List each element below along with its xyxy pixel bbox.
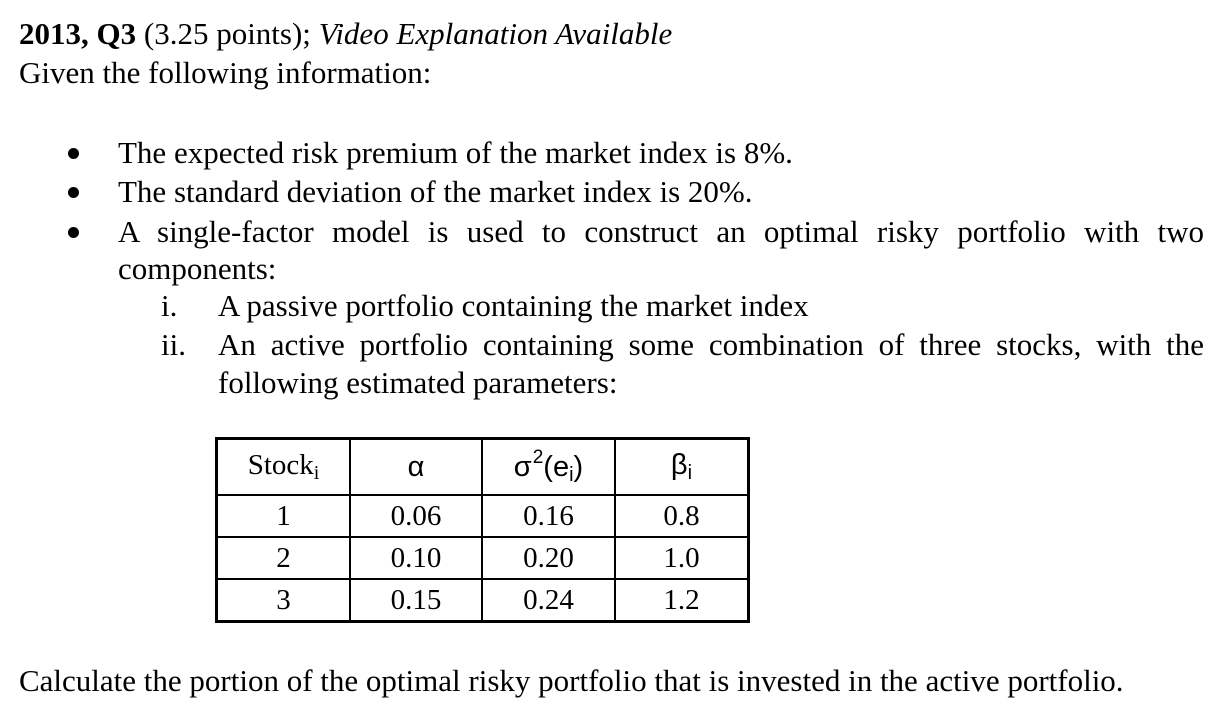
question-id: 2013, Q3 [19,16,137,51]
cell-beta: 1.0 [614,536,750,580]
cell-stock: 2 [215,536,351,580]
sub-item-text: An active portfolio containing some comb… [218,327,1204,362]
cell-alpha: 0.10 [349,536,483,580]
header-residual-variance: σ2(ei) [481,437,616,496]
sub-item-number: ii. [161,327,186,362]
header-stock: Stocki [215,437,351,496]
sub-item-text-continued: following estimated parameters: [218,365,618,400]
bullet-icon [68,187,79,198]
table-row: 1 0.06 0.16 0.8 [215,494,750,538]
cell-alpha: 0.06 [349,494,483,538]
bullet-item: The standard deviation of the market ind… [118,174,753,209]
parameters-table: Stocki α σ2(ei) βi 1 0.06 0.16 0.8 2 0.1… [215,437,750,623]
cell-variance: 0.24 [481,578,616,623]
cell-stock: 1 [215,494,351,538]
table-row: 3 0.15 0.24 1.2 [215,578,750,623]
sub-item-text: A passive portfolio containing the marke… [218,288,809,323]
cell-alpha: 0.15 [349,578,483,623]
header-alpha: α [349,437,483,496]
intro-text: Given the following information: [19,55,432,90]
cell-beta: 1.2 [614,578,750,623]
cell-stock: 3 [215,578,351,623]
cell-variance: 0.16 [481,494,616,538]
bullet-item: The expected risk premium of the market … [118,135,793,170]
cell-beta: 0.8 [614,494,750,538]
sub-item-number: i. [161,288,178,323]
table-header-row: Stocki α σ2(ei) βi [215,437,750,496]
cell-variance: 0.20 [481,536,616,580]
video-link[interactable]: Video Explanation Available [318,16,673,51]
bullet-icon [68,227,79,238]
bullet-icon [68,148,79,159]
bullet-item-continued: components: [118,251,277,286]
points-label: (3.25 points); [136,16,319,51]
table-row: 2 0.10 0.20 1.0 [215,536,750,580]
question-header: 2013, Q3 (3.25 points); Video Explanatio… [19,15,672,53]
bullet-item: A single-factor model is used to constru… [118,214,1204,249]
question-prompt: Calculate the portion of the optimal ris… [19,663,1124,698]
header-beta: βi [614,437,750,496]
